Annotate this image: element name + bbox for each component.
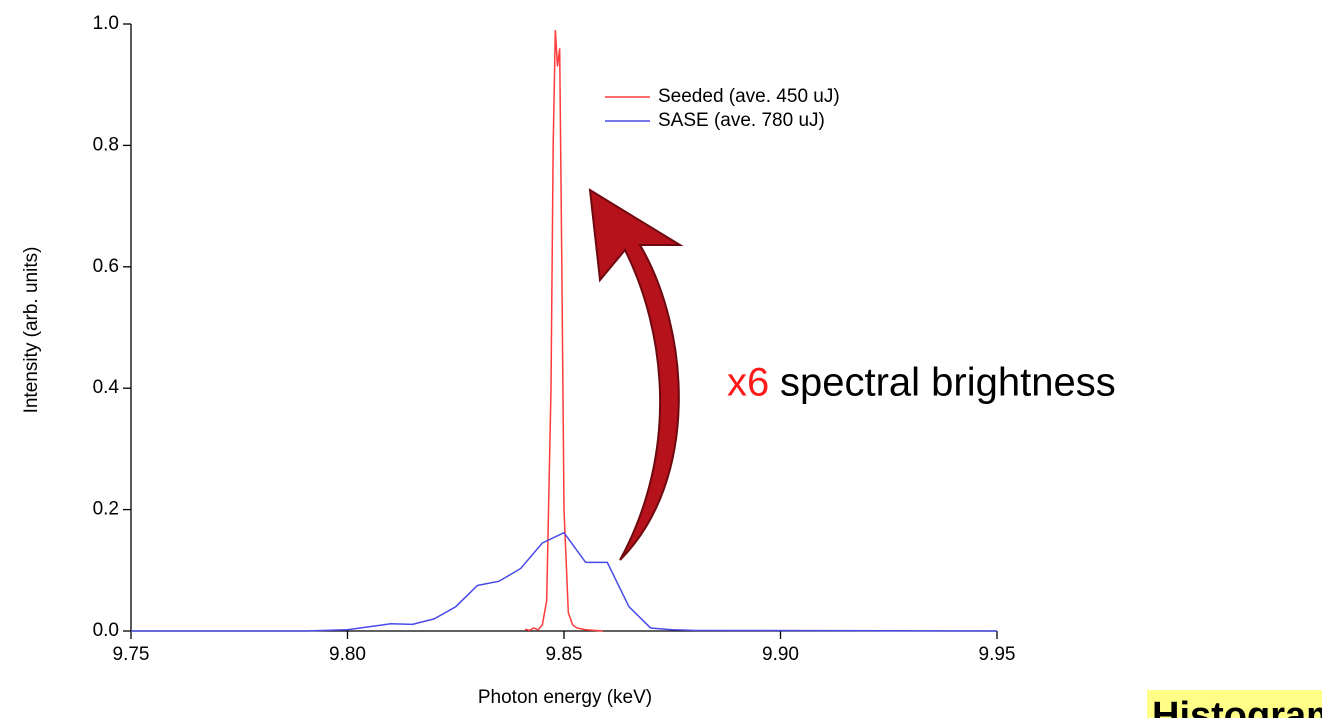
y-tick-label: 0.4 — [93, 377, 120, 398]
x-tick-label: 9.90 — [762, 644, 799, 665]
x-tick-label: 9.85 — [546, 644, 583, 665]
y-tick-label: 1.0 — [93, 13, 119, 34]
y-tick-label: 0.8 — [93, 134, 119, 155]
x-tick-label: 9.80 — [329, 644, 366, 665]
x-axis-label: Photon energy (keV) — [478, 687, 652, 708]
factor: x6 — [727, 361, 769, 405]
y-tick-label: 0.2 — [93, 499, 119, 520]
legend-label: Seeded (ave. 450 uJ) — [658, 86, 840, 107]
legend-label: SASE (ave. 780 uJ) — [658, 110, 825, 131]
arrow — [588, 188, 684, 561]
x-tick-label: 9.95 — [979, 644, 1016, 665]
caption: Histogram of (seeded — [1152, 695, 1322, 718]
annotation: spectral brightness — [780, 361, 1116, 405]
y-tick-label: 0.0 — [93, 620, 119, 641]
x-tick-label: 9.75 — [113, 644, 150, 665]
series-line — [131, 531, 998, 632]
y-tick-label: 0.6 — [93, 256, 119, 277]
series-line — [524, 30, 604, 632]
y-axis-label: Intensity (arb. units) — [21, 247, 42, 414]
caption-box — [1147, 690, 1322, 718]
